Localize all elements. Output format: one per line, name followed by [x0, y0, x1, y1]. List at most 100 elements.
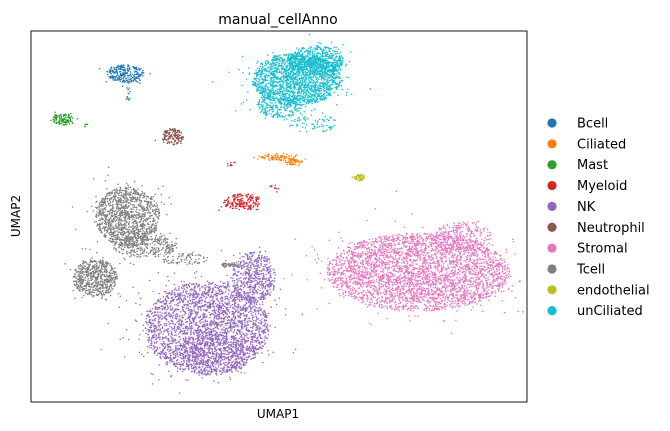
point-nk	[196, 331, 198, 333]
point-nk	[256, 337, 259, 340]
point-nk	[176, 354, 178, 356]
point-nk	[208, 286, 210, 289]
point-bcell	[135, 70, 138, 73]
point-nk	[261, 321, 263, 323]
point-nk	[254, 291, 256, 294]
point-nk	[233, 299, 235, 301]
point-nk	[178, 323, 180, 325]
point-nk	[269, 267, 271, 270]
point-nk	[187, 379, 189, 381]
point-nk	[193, 288, 196, 290]
point-nk	[237, 328, 240, 331]
point-nk	[249, 299, 252, 301]
point-nk	[176, 370, 179, 372]
point-ciliated	[280, 159, 282, 161]
point-neutrophil	[166, 142, 169, 145]
point-nk	[205, 343, 208, 345]
point-nk	[261, 280, 264, 283]
point-nk	[220, 296, 223, 299]
point-myeloid	[224, 201, 226, 204]
point-nk	[142, 324, 145, 327]
point-bcell	[116, 72, 118, 75]
point-nk	[213, 319, 215, 321]
point-nk	[230, 330, 233, 332]
point-nk	[234, 299, 237, 301]
point-nk	[242, 278, 245, 280]
point-nk	[160, 357, 162, 360]
point-bcell	[124, 70, 126, 72]
point-nk	[204, 370, 206, 373]
point-bcell	[133, 75, 135, 77]
point-nk	[235, 275, 238, 277]
point-nk	[157, 352, 159, 355]
point-nk	[182, 301, 184, 303]
point-nk	[196, 313, 199, 315]
point-nk	[216, 324, 219, 327]
point-nk	[232, 364, 234, 367]
point-nk	[153, 347, 156, 349]
point-myeloid	[256, 208, 259, 211]
point-bcell	[122, 72, 125, 74]
point-nk	[196, 361, 198, 363]
point-myeloid	[247, 205, 250, 207]
point-nk	[268, 266, 270, 268]
point-nk	[251, 327, 254, 329]
point-nk	[198, 316, 201, 319]
point-nk	[239, 314, 241, 317]
point-nk	[217, 337, 220, 340]
point-nk	[214, 366, 217, 368]
point-nk	[200, 302, 203, 305]
point-mast	[84, 125, 86, 128]
point-bcell	[129, 74, 131, 77]
point-mast	[66, 120, 69, 123]
point-nk	[226, 285, 228, 288]
point-ciliated	[266, 155, 269, 157]
point-nk	[187, 284, 190, 286]
point-nk	[200, 330, 202, 332]
point-neutrophil	[173, 129, 176, 131]
point-mast	[68, 123, 71, 125]
point-bcell	[110, 75, 113, 77]
point-nk	[267, 329, 270, 331]
point-nk	[173, 293, 175, 295]
point-myeloid	[233, 161, 235, 164]
point-bcell	[120, 66, 122, 68]
point-stromal	[388, 249, 390, 251]
point-nk	[256, 339, 259, 341]
point-nk	[246, 291, 248, 293]
point-nk	[233, 313, 235, 315]
point-nk	[200, 309, 202, 312]
point-nk	[184, 357, 187, 359]
point-nk	[203, 360, 205, 363]
point-nk	[207, 294, 210, 297]
point-nk	[198, 301, 201, 304]
point-nk	[242, 291, 245, 293]
point-nk	[215, 316, 217, 318]
point-nk	[180, 280, 183, 283]
point-nk	[159, 316, 162, 318]
point-nk	[247, 348, 249, 350]
point-nk	[261, 352, 263, 354]
point-nk	[220, 356, 223, 358]
point-nk	[228, 359, 230, 362]
series-bcell-points	[98, 64, 151, 101]
point-nk	[259, 313, 262, 316]
point-nk	[192, 337, 195, 340]
point-nk	[210, 339, 213, 342]
point-nk	[230, 327, 232, 329]
point-nk	[254, 275, 257, 278]
point-nk	[257, 347, 259, 350]
point-nk	[185, 321, 187, 324]
point-nk	[187, 327, 190, 330]
point-nk	[173, 329, 176, 332]
point-nk	[264, 337, 266, 339]
point-nk	[219, 331, 221, 334]
point-nk	[201, 349, 204, 351]
point-nk	[200, 352, 202, 355]
point-bcell	[128, 79, 130, 81]
point-nk	[174, 331, 176, 334]
point-nk	[239, 257, 241, 259]
point-nk	[190, 364, 193, 366]
point-nk	[186, 295, 189, 298]
point-nk	[263, 319, 266, 322]
